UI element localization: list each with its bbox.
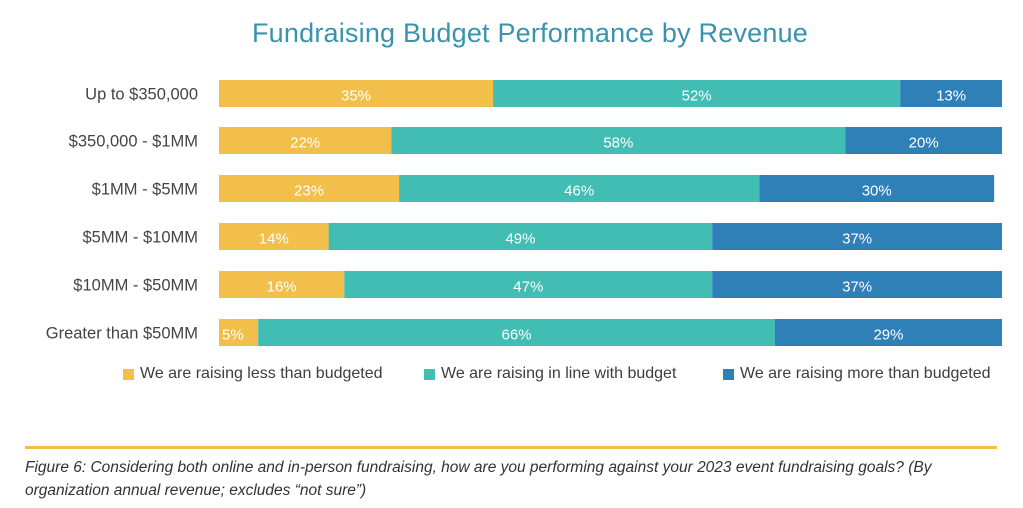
bar-segment (774, 319, 1002, 346)
data-label: 14% (259, 231, 289, 248)
bar-segment (391, 127, 846, 154)
caption-divider (25, 446, 997, 449)
data-label: 58% (603, 135, 633, 152)
bar-segment (712, 271, 1002, 298)
bar-segment (493, 80, 901, 107)
data-label: 16% (267, 279, 297, 296)
legend-swatch-more (723, 368, 734, 380)
bar-segment (219, 319, 259, 346)
data-label: 20% (909, 135, 939, 152)
legend-label-more: We are raising more than budgeted (740, 365, 991, 382)
data-label: 23% (294, 183, 324, 200)
category-label: Up to $350,000 (85, 86, 198, 104)
bar-segment (328, 223, 713, 250)
bar-segment (399, 175, 760, 202)
bar-segment (258, 319, 775, 346)
category-label: Greater than $50MM (46, 325, 198, 343)
bar-segment (219, 127, 392, 154)
category-label: $350,000 - $1MM (69, 133, 198, 151)
stacked-bar-chart: Up to $350,000 35% 52% 13% $350,000 - $1MM 22… (46, 80, 1002, 346)
bar-segment (219, 80, 494, 107)
legend-label-in-line: We are raising in line with budget (441, 365, 677, 382)
chart-title: Fundraising Budget Performance by Revenu… (251, 18, 809, 48)
data-label: 52% (682, 88, 712, 105)
data-label: 5% (222, 327, 244, 344)
bar-segment (712, 223, 1002, 250)
data-label: 30% (862, 183, 892, 200)
figure-caption: Figure 6: Considering both online and in… (25, 459, 932, 499)
bar-segment (219, 223, 329, 250)
data-label: 35% (341, 88, 371, 105)
data-label: 37% (842, 231, 872, 248)
bar-segment (900, 80, 1002, 107)
bar-segment (759, 175, 995, 202)
legend-swatch-less (123, 368, 134, 380)
data-label: 13% (936, 88, 966, 105)
data-label: 22% (290, 135, 320, 152)
category-label: $10MM - $50MM (73, 277, 198, 295)
legend-label-less: We are raising less than budgeted (140, 365, 383, 382)
category-label: $5MM - $10MM (82, 229, 198, 247)
data-label: 66% (502, 327, 532, 344)
legend-item-more: We are raising more than budgeted (723, 365, 991, 383)
bar-segment (219, 271, 345, 298)
category-label: $1MM - $5MM (92, 181, 198, 199)
data-label: 47% (513, 279, 543, 296)
bar-segment (219, 175, 400, 202)
data-label: 29% (873, 327, 903, 344)
bar-segment (845, 127, 1002, 154)
bar-segment (344, 271, 713, 298)
data-label: 46% (564, 183, 594, 200)
legend-item-in-line: We are raising in line with budget (424, 365, 676, 383)
legend-swatch-in-line (424, 368, 435, 380)
data-label: 37% (842, 279, 872, 296)
legend: We are raising less than budgeted We are… (0, 365, 1023, 385)
data-label: 49% (505, 231, 535, 248)
legend-item-less: We are raising less than budgeted (123, 365, 383, 383)
